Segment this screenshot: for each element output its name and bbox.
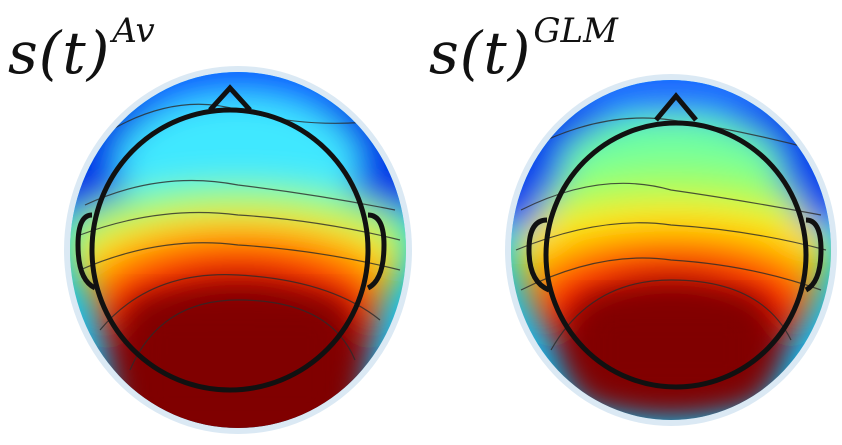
topomap-glm [505,74,837,426]
contour-lines [79,103,401,371]
label-average: s(t)Av [8,11,155,87]
topomap-panel-average: s(t)Av [8,11,412,434]
head-outline [75,84,387,393]
scalp-colormap [511,80,831,420]
head-outline [526,92,824,390]
label-glm: s(t)GLM [429,11,618,87]
topomap-panel-glm: s(t)GLM [421,0,842,445]
topomap-average [64,66,412,434]
contour-lines [515,117,827,351]
